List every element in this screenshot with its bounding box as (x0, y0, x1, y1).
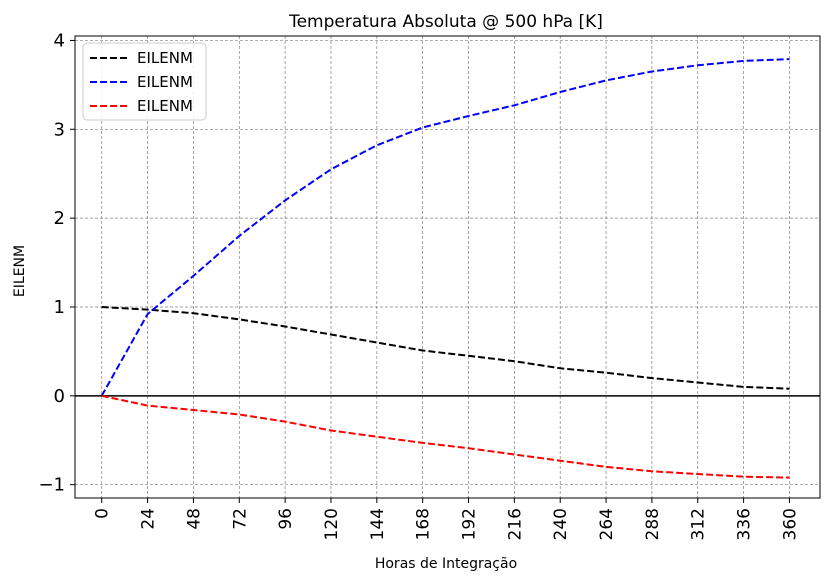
y-axis-label: EILENM (12, 245, 28, 297)
x-tick-label: 144 (368, 508, 388, 540)
y-tick-label: 4 (54, 30, 65, 51)
x-tick-label: 240 (551, 508, 571, 540)
legend-box (82, 42, 207, 121)
x-tick-label: 336 (735, 508, 755, 540)
y-tick-label: 0 (54, 386, 65, 407)
y-tick-label: 1 (54, 297, 65, 318)
y-tick-label: 2 (54, 208, 65, 229)
chart-title: Temperatura Absoluta @ 500 hPa [K] (288, 12, 603, 32)
y-tick-label: −1 (38, 475, 65, 496)
x-tick-label: 264 (597, 508, 617, 540)
x-tick-label: 72 (230, 508, 250, 530)
x-axis-ticks: 0 24 48 72 96 120 144 168 192 216 240 264 288 312 336 3… (93, 498, 800, 540)
series-lines (100, 58, 790, 479)
y-axis-ticks: −1 0 1 2 3 4 (38, 30, 75, 496)
x-tick-label: 168 (414, 508, 434, 540)
legend-label-1: EILENM (137, 49, 193, 67)
x-tick-label: 48 (184, 508, 204, 530)
x-tick-label: 120 (322, 508, 342, 540)
plot-frame (74, 35, 821, 499)
x-tick-label: 360 (780, 508, 800, 540)
series-line-3 (101, 394, 790, 479)
series-line-1 (101, 306, 790, 390)
y-tick-label: 3 (54, 119, 65, 140)
x-tick-label: 192 (460, 508, 480, 540)
series-line-2 (100, 58, 790, 397)
legend-label-2: EILENM (137, 73, 193, 91)
x-tick-label: 96 (276, 508, 296, 530)
x-tick-label: 0 (93, 508, 113, 519)
x-axis-label: Horas de Integração (375, 556, 517, 572)
x-tick-label: 312 (689, 508, 709, 540)
x-tick-label: 24 (139, 508, 159, 530)
x-tick-label: 288 (643, 508, 663, 540)
legend-label-3: EILENM (137, 97, 193, 115)
legend: EILENM EILENM EILENM (82, 42, 207, 121)
x-tick-label: 216 (505, 508, 525, 540)
